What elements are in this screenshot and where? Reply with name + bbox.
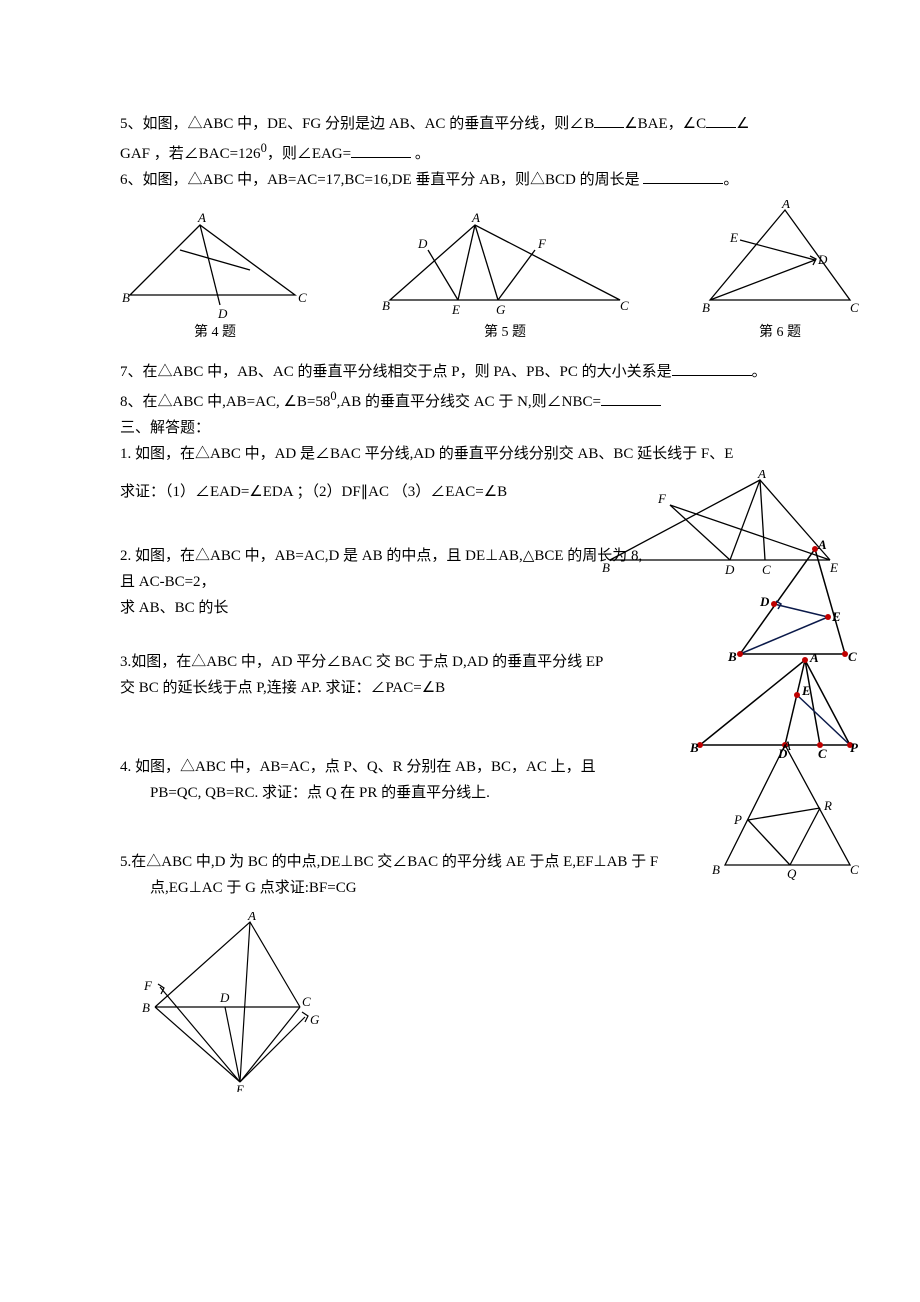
solve-4-l2: PB=QC, QB=RC. 求证：点 Q 在 PR 的垂直平分线上.: [120, 781, 720, 805]
svg-text:A: A: [809, 650, 819, 665]
section-3-heading: 三、解答题：: [120, 416, 860, 440]
svg-text:B: B: [690, 740, 699, 755]
svg-text:A: A: [817, 539, 827, 552]
solve-2: 2. 如图，在△ABC 中，AB=AC,D 是 AB 的中点，且 DE⊥AB,△…: [120, 544, 860, 620]
solve-4: 4. 如图，△ABC 中，AB=AC，点 P、Q、R 分别在 AB，BC，AC …: [120, 755, 860, 805]
q6-text-b: 。: [723, 172, 738, 188]
q7-text-b: 。: [752, 364, 767, 380]
q5-text-c: ∠: [736, 116, 749, 132]
solve-2-l2: 且 AC-BC=2，: [120, 570, 660, 594]
svg-text:A: A: [782, 740, 791, 753]
svg-text:A: A: [471, 210, 480, 225]
solve-4-l1: 4. 如图，△ABC 中，AB=AC，点 P、Q、R 分别在 AB，BC，AC …: [120, 755, 720, 779]
question-8: 8、在△ABC 中,AB=AC, ∠B=580,AB 的垂直平分线交 AC 于 …: [120, 386, 860, 414]
figure-6-caption: 第 6 题: [759, 322, 801, 344]
solve-5-figure: A F B D C G E: [130, 912, 860, 1100]
q8-text-b: ,AB 的垂直平分线交 AC 于 N,则∠NBC=: [337, 394, 601, 410]
figure-5: A D F B E G C 第 5 题: [380, 210, 630, 344]
svg-text:D: D: [219, 990, 230, 1005]
svg-text:E: E: [235, 1082, 244, 1092]
svg-text:B: B: [122, 290, 130, 305]
triangle-icon: A E D B C: [700, 200, 860, 320]
question-6: 6、如图，△ABC 中，AB=AC=17,BC=16,DE 垂直平分 AB，则△…: [120, 168, 860, 192]
solve-3-text: 3.如图，在△ABC 中，AD 平分∠BAC 交 BC 于点 D,AD 的垂直平…: [120, 650, 660, 700]
figure-6: A E D B C 第 6 题: [700, 200, 860, 344]
solve-2-l3: 求 AB、BC 的长: [120, 596, 660, 620]
svg-text:F: F: [537, 236, 547, 251]
triangle-icon: A F B D C G E: [130, 912, 330, 1092]
svg-text:B: B: [702, 300, 710, 315]
blank: [672, 360, 752, 376]
solve-1-l2: 求证：（1）∠EAD=∠EDA ；（2）DF∥AC （3）∠EAC=∠B: [120, 480, 660, 504]
question-7: 7、在△ABC 中，AB、AC 的垂直平分线相交于点 P，则 PA、PB、PC …: [120, 360, 860, 384]
svg-text:G: G: [496, 302, 506, 317]
figures-row: A B C D 第 4 题 A D F B E G: [120, 200, 860, 344]
solve-3-l2: 交 BC 的延长线于点 P,连接 AP. 求证：∠PAC=∠B: [120, 676, 660, 700]
solve-2-text: 2. 如图，在△ABC 中，AB=AC,D 是 AB 的中点，且 DE⊥AB,△…: [120, 544, 660, 620]
q6-text-a: 6、如图，△ABC 中，AB=AC=17,BC=16,DE 垂直平分 AB，则△…: [120, 172, 643, 188]
svg-text:G: G: [310, 1012, 320, 1027]
blank: [601, 390, 661, 406]
solve-5-l1: 5.在△ABC 中,D 为 BC 的中点,DE⊥BC 交∠BAC 的平分线 AE…: [120, 850, 860, 874]
svg-text:C: C: [850, 300, 859, 315]
svg-text:A: A: [781, 200, 790, 211]
svg-text:E: E: [451, 302, 460, 317]
solve-3-l1: 3.如图，在△ABC 中，AD 平分∠BAC 交 BC 于点 D,AD 的垂直平…: [120, 650, 660, 674]
figure-4: A B C D 第 4 题: [120, 210, 310, 344]
solve-1: 求证：（1）∠EAD=∠EDA ；（2）DF∥AC （3）∠EAC=∠B A F…: [120, 480, 860, 504]
blank: [594, 112, 624, 128]
svg-text:D: D: [217, 306, 228, 320]
q8-text-a: 8、在△ABC 中,AB=AC, ∠B=58: [120, 394, 330, 410]
svg-text:C: C: [302, 994, 311, 1009]
document-page: 5、如图，△ABC 中，DE、FG 分别是边 AB、AC 的垂直平分线，则∠B ∠…: [0, 0, 920, 1302]
blank: [643, 168, 723, 184]
figure-5-caption: 第 5 题: [484, 322, 526, 344]
svg-text:F: F: [657, 491, 667, 506]
blank: [351, 142, 411, 158]
svg-text:B: B: [382, 298, 390, 313]
svg-text:A: A: [247, 912, 256, 923]
svg-text:D: D: [817, 252, 828, 267]
solve-5-l2: 点,EG⊥AC 于 G 点求证:BF=CG: [120, 876, 860, 900]
svg-text:E: E: [831, 609, 841, 624]
blank: [706, 112, 736, 128]
svg-text:A: A: [197, 210, 206, 225]
svg-text:R: R: [823, 798, 832, 813]
svg-text:F: F: [143, 978, 153, 993]
svg-text:C: C: [620, 298, 629, 313]
solve-1-l1: 1. 如图，在△ABC 中，AD 是∠BAC 平分线,AD 的垂直平分线分别交 …: [120, 442, 860, 466]
triangle-icon: A D F B E G C: [380, 210, 630, 320]
solve-3: 3.如图，在△ABC 中，AD 平分∠BAC 交 BC 于点 D,AD 的垂直平…: [120, 650, 860, 700]
q5-text-2a: GAF ，若∠BAC=126: [120, 146, 261, 162]
svg-text:D: D: [417, 236, 428, 251]
solve-5: 5.在△ABC 中,D 为 BC 的中点,DE⊥BC 交∠BAC 的平分线 AE…: [120, 850, 860, 1100]
svg-text:A: A: [757, 470, 766, 481]
svg-text:C: C: [298, 290, 307, 305]
svg-text:B: B: [142, 1000, 150, 1015]
svg-text:E: E: [729, 230, 738, 245]
solve-2-l1: 2. 如图，在△ABC 中，AB=AC,D 是 AB 的中点，且 DE⊥AB,△…: [120, 544, 660, 568]
svg-text:D: D: [759, 594, 770, 609]
triangle-icon: A B C D: [120, 210, 310, 320]
solve-4-text: 4. 如图，△ABC 中，AB=AC，点 P、Q、R 分别在 AB，BC，AC …: [120, 755, 720, 805]
q5-text-2b: ，则∠EAG=: [267, 146, 351, 162]
question-5: 5、如图，△ABC 中，DE、FG 分别是边 AB、AC 的垂直平分线，则∠B ∠…: [120, 112, 860, 136]
svg-text:P: P: [733, 812, 742, 827]
svg-text:E: E: [801, 683, 811, 698]
q5-text-2c: 。: [411, 146, 430, 162]
q5-text-a: 5、如图，△ABC 中，DE、FG 分别是边 AB、AC 的垂直平分线，则∠B: [120, 116, 594, 132]
solve-1-text: 求证：（1）∠EAD=∠EDA ；（2）DF∥AC （3）∠EAC=∠B: [120, 480, 660, 504]
q5-text-b: ∠BAE，∠C: [624, 116, 706, 132]
q7-text-a: 7、在△ABC 中，AB、AC 的垂直平分线相交于点 P，则 PA、PB、PC …: [120, 364, 672, 380]
figure-4-caption: 第 4 题: [194, 322, 236, 344]
question-5b: GAF ，若∠BAC=1260，则∠EAG= 。: [120, 138, 860, 166]
